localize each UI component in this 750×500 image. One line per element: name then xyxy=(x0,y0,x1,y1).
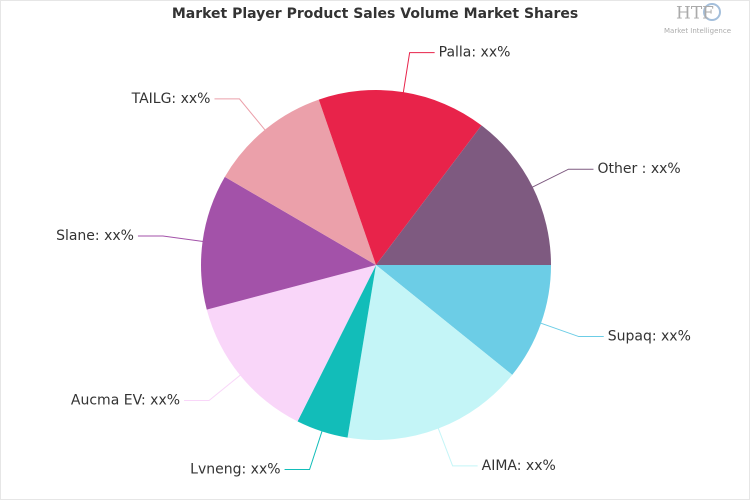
slice-label: Slane: xx% xyxy=(56,228,134,244)
slice-label: AIMA: xx% xyxy=(482,458,556,474)
slice-label: Lvneng: xx% xyxy=(190,461,280,477)
logo-mark: HTF xyxy=(676,4,714,24)
slice-label: Supaq: xx% xyxy=(608,329,691,345)
leader-line xyxy=(284,423,325,470)
leader-line xyxy=(435,420,478,467)
pie-slice xyxy=(347,265,513,441)
slice-label: TAILG: xx% xyxy=(131,91,211,107)
chart-title: Market Player Product Sales Volume Marke… xyxy=(172,6,578,22)
leader-line xyxy=(184,369,247,401)
pie-slice xyxy=(297,265,376,438)
pie-slice xyxy=(318,90,482,266)
slice-label: Other : xx% xyxy=(597,161,680,177)
pie-slice xyxy=(376,265,551,375)
slice-label: Aucma EV: xx% xyxy=(71,392,180,408)
pie-slice xyxy=(206,265,376,422)
leader-line xyxy=(401,52,435,101)
pie-slice xyxy=(224,99,376,266)
logo-subtitle: Market Intelligence xyxy=(664,27,731,35)
leader-line xyxy=(525,168,594,192)
leader-line xyxy=(214,98,271,137)
leader-line xyxy=(137,235,211,244)
pie-slice xyxy=(376,125,551,265)
logo-globe xyxy=(703,3,721,21)
logo: HTF Market Intelligence xyxy=(664,3,731,35)
pie-slice xyxy=(201,176,376,310)
leader-line xyxy=(533,320,604,338)
slice-label: Palla: xx% xyxy=(439,45,511,61)
